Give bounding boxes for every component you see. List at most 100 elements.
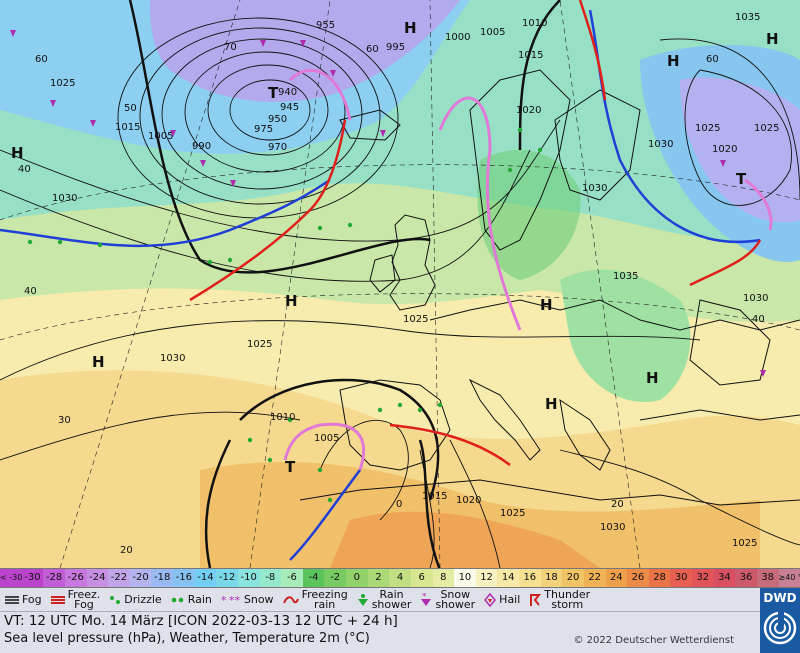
dwd-logo: DWD	[760, 588, 800, 653]
scale-cell: -22	[108, 569, 130, 587]
isobar-label: 1010	[522, 18, 547, 29]
mainland-europe-north-outline	[429, 299, 800, 331]
coastlines	[299, 69, 800, 506]
weather-legend: Fog Freez. Fog Drizzle Rain * ** Snow Fre…	[0, 588, 760, 612]
isobar-label: 990	[192, 141, 211, 152]
isobar-label: 955	[316, 20, 335, 31]
scale-cell: -8	[259, 569, 282, 587]
isobar-label: 945	[280, 102, 299, 113]
legend-label: Snow shower	[435, 587, 476, 611]
temperature-isoline-label: 60	[366, 44, 379, 55]
scale-cell: 0	[346, 569, 368, 587]
occlusion-iberia	[283, 422, 366, 471]
isobar-label: 950	[268, 114, 287, 125]
scale-cell: 8	[432, 569, 455, 587]
temperature-isoline-label: 40	[18, 164, 31, 175]
scale-cell: 4	[389, 569, 411, 587]
legend-label: Fog	[22, 592, 42, 606]
rain-shower-icon	[357, 593, 368, 606]
legend-label: Thunder storm	[544, 587, 591, 611]
low-pressure-center: T	[285, 458, 296, 476]
scale-cell: -20	[129, 569, 152, 587]
temperature-band-scandinavia	[477, 150, 581, 280]
isobar-label: 1020	[712, 144, 737, 155]
isobar-label: 1025	[247, 339, 272, 350]
pressure-centers: H H H H H H H H H T T T	[11, 19, 779, 476]
scale-cell: 16	[519, 569, 541, 587]
scale-cell: 2	[367, 569, 390, 587]
weather-map: 955 1010 1035 1000 1005 1015 1025 1015 1…	[0, 0, 800, 568]
isobar-label: 1035	[613, 271, 638, 282]
warm-front-atlantic	[189, 119, 347, 302]
low-pressure-center: T	[736, 170, 747, 188]
temperature-isoline-label: 30	[58, 415, 71, 426]
temperature-isoline-label: 60	[706, 54, 719, 65]
scandinavia-outline	[469, 69, 571, 251]
occlusion-east	[744, 178, 773, 231]
isobar-label: 1005	[314, 433, 339, 444]
scale-cell: 34	[713, 569, 736, 587]
temperature-isoline-label: 70	[224, 42, 237, 53]
legend-label: Rain shower	[371, 587, 412, 611]
iceland-outline	[339, 109, 401, 141]
isobar-labels: 955 1010 1035 1000 1005 1015 1025 1015 1…	[50, 12, 779, 549]
hail-icon	[484, 592, 497, 607]
svg-text:**: **	[229, 594, 241, 606]
temperature-isoline-label: 40	[24, 286, 37, 297]
scale-cell: -30	[21, 569, 44, 587]
snow-symbols	[10, 30, 766, 377]
isobar-label: 1015	[422, 491, 447, 502]
map-info-footer: VT: 12 UTC Mo. 14 März [ICON 2022-03-13 …	[0, 612, 760, 653]
isobar-label: 940	[278, 87, 297, 98]
dwd-swirl-icon	[763, 610, 797, 645]
copyright-notice: © 2022 Deutscher Wetterdienst	[573, 635, 734, 646]
scale-cell: -2	[324, 569, 346, 587]
legend-item-freezing-rain: Freezing rain	[282, 589, 348, 610]
legend-label: Hail	[499, 592, 521, 606]
isobar-label: 1030	[52, 193, 77, 204]
scale-cell: -24	[86, 569, 109, 587]
legend-label: Freez. Fog	[67, 587, 101, 611]
scale-cell: 20	[562, 569, 584, 587]
isobar-label: 1030	[160, 353, 185, 364]
rain-symbols	[27, 127, 543, 503]
high-pressure-center: H	[285, 292, 298, 310]
isobar-label: 1005	[148, 131, 173, 142]
isobar-label: 1025	[403, 314, 428, 325]
temperature-isoline-labels: 60 50 40 40 30 20 60 40 20 0 70 60	[18, 42, 765, 556]
parameter-description: Sea level pressure (hPa), Weather, Tempe…	[4, 631, 370, 646]
graticule	[0, 0, 800, 568]
isobar-label: 1010	[270, 412, 295, 423]
legend-label: Rain	[187, 592, 212, 606]
isobar-lines	[0, 17, 800, 568]
warm-front-scandinavia	[578, 0, 607, 101]
legend-item-freezing-fog: Freez. Fog	[50, 587, 101, 611]
high-pressure-center: H	[646, 369, 659, 387]
isobar-label: 1015	[115, 122, 140, 133]
legend-item-snow-shower: * Snow shower	[420, 587, 476, 611]
isobar-label: 1000	[445, 32, 470, 43]
scale-cell: 22	[583, 569, 606, 587]
temperature-isoline-label: 20	[611, 499, 624, 510]
isobar-label: 1030	[600, 522, 625, 533]
cold-front-atlantic	[0, 178, 331, 248]
isobar-label: 1030	[582, 183, 607, 194]
scale-cell: 32	[692, 569, 714, 587]
isobar-label: 995	[386, 42, 405, 53]
isobar-label: 1030	[648, 139, 673, 150]
finland-outline	[554, 89, 641, 201]
isobar-label: 975	[254, 124, 273, 135]
high-pressure-center: H	[667, 52, 680, 70]
high-pressure-center: H	[540, 296, 553, 314]
isobar-label: 1025	[754, 123, 779, 134]
scale-cell: -28	[43, 569, 65, 587]
legend-label: Snow	[243, 592, 274, 606]
legend-item-rain: Rain	[171, 592, 212, 606]
svg-text:*: *	[221, 594, 227, 606]
scale-cell: -14	[194, 569, 217, 587]
scale-cell: -16	[173, 569, 195, 587]
scale-cell: -12	[216, 569, 238, 587]
isobar-label: 1025	[500, 508, 525, 519]
great-britain-outline	[389, 214, 436, 311]
legend-item-hail: Hail	[484, 592, 521, 607]
